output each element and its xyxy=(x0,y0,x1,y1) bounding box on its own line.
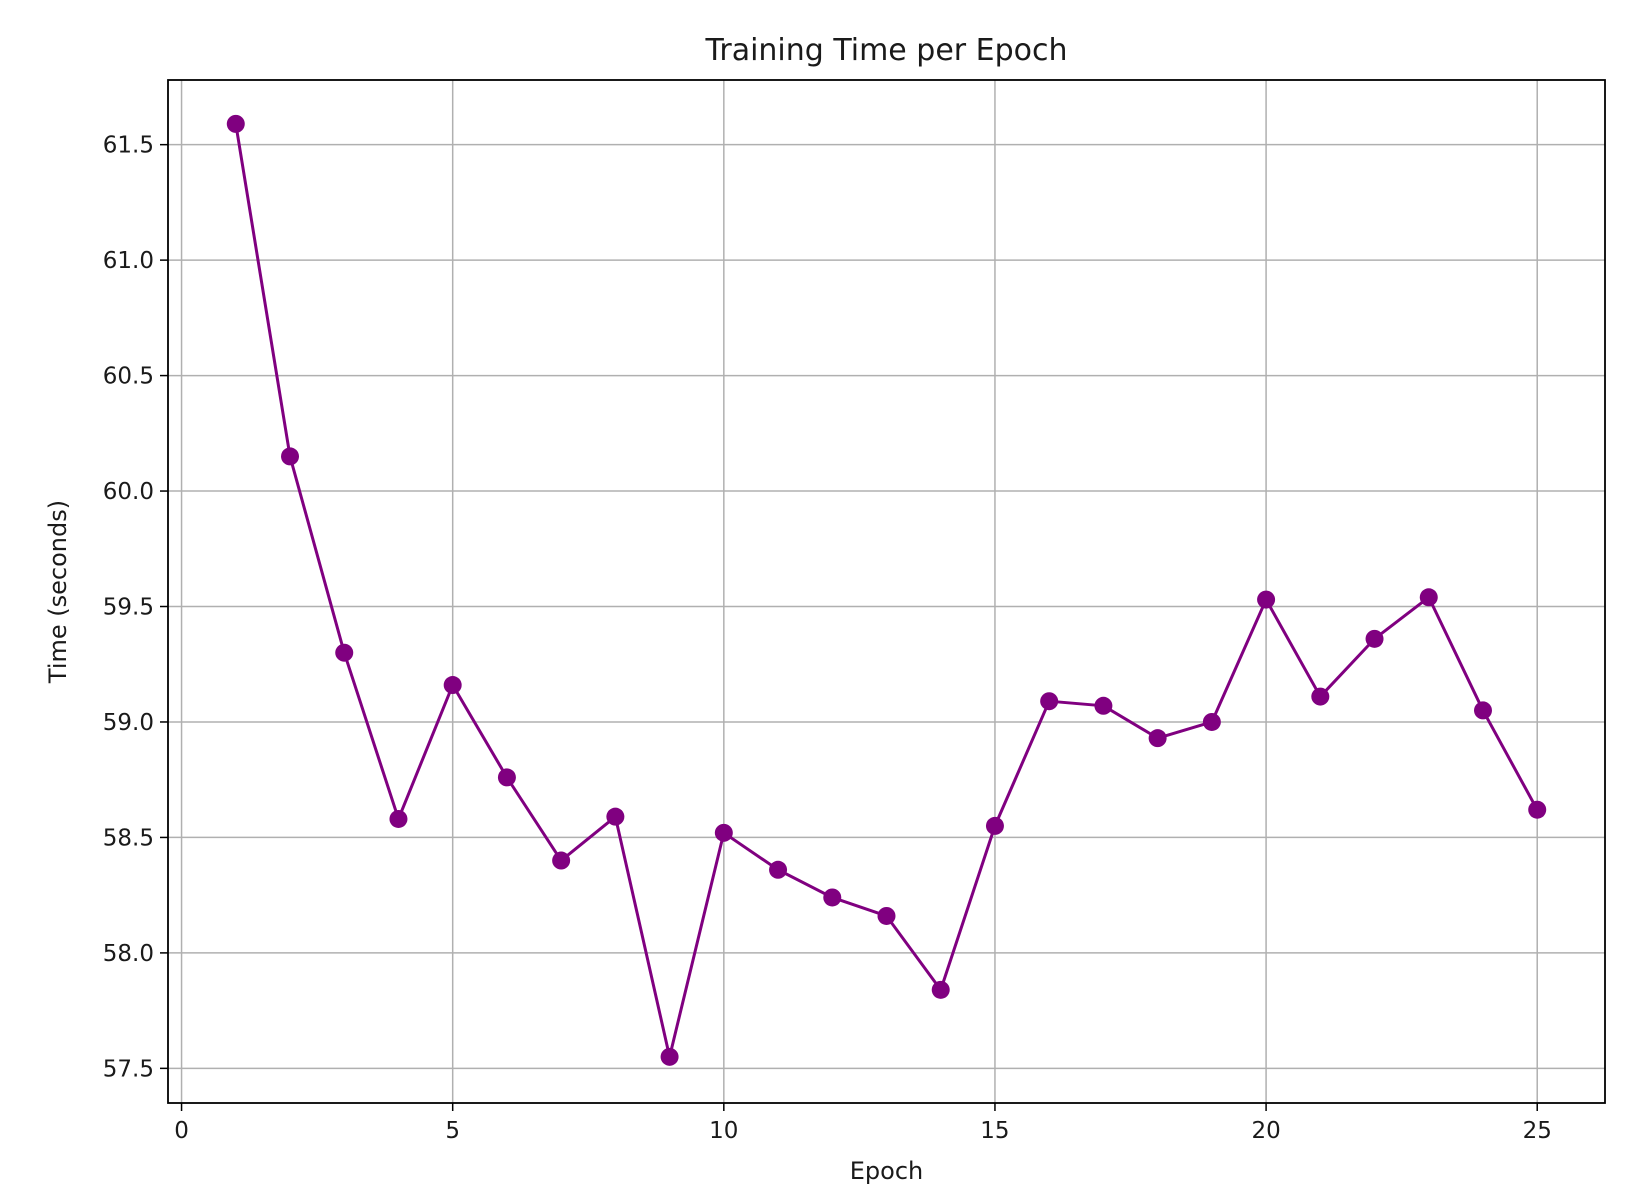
x-tick-label: 5 xyxy=(445,1118,460,1144)
data-point xyxy=(1040,692,1059,711)
data-point xyxy=(552,851,571,870)
y-axis-label: Time (seconds) xyxy=(44,500,72,684)
data-point xyxy=(335,643,354,662)
data-point xyxy=(1148,729,1167,748)
plot-frame xyxy=(167,79,1606,1104)
data-point xyxy=(714,823,733,842)
data-point xyxy=(985,816,1004,835)
data-point xyxy=(497,768,516,787)
data-point xyxy=(931,980,950,999)
data-point xyxy=(281,447,300,466)
data-point xyxy=(1473,701,1492,720)
y-tick-label: 59.5 xyxy=(103,595,154,621)
data-point xyxy=(1365,629,1384,648)
y-tick-label: 61.5 xyxy=(103,133,154,159)
y-tick-label: 58.5 xyxy=(103,825,154,851)
data-point xyxy=(389,809,408,828)
x-tick-label: 20 xyxy=(1251,1118,1280,1144)
y-tick-label: 61.0 xyxy=(103,248,154,274)
data-point xyxy=(606,807,625,826)
data-point xyxy=(877,906,896,925)
series-layer xyxy=(226,114,1547,1066)
data-point xyxy=(1311,687,1330,706)
data-point xyxy=(226,114,245,133)
y-tick-label: 57.5 xyxy=(103,1056,154,1082)
data-point xyxy=(443,676,462,695)
y-tick-label: 60.5 xyxy=(103,364,154,390)
y-tick-label: 60.0 xyxy=(103,479,154,505)
data-point xyxy=(660,1047,679,1066)
x-axis-label: Epoch xyxy=(850,1157,924,1185)
chart-title: Training Time per Epoch xyxy=(704,33,1067,68)
x-tick-label: 0 xyxy=(174,1118,189,1144)
data-point xyxy=(1528,800,1547,819)
data-point xyxy=(769,860,788,879)
data-point xyxy=(1202,712,1221,731)
data-point xyxy=(1419,588,1438,607)
x-tick-label: 15 xyxy=(980,1118,1009,1144)
ticks: 0 5 10 15 20 25 57.5 58.0 58.5 59.0 59.5 60.0 60.5 61… xyxy=(103,133,1552,1144)
x-tick-label: 25 xyxy=(1523,1118,1552,1144)
y-tick-label: 59.0 xyxy=(103,710,154,736)
data-point xyxy=(1257,590,1276,609)
x-tick-label: 10 xyxy=(709,1118,738,1144)
data-point xyxy=(823,888,842,907)
y-tick-label: 58.0 xyxy=(103,941,154,967)
data-point xyxy=(1094,696,1113,715)
